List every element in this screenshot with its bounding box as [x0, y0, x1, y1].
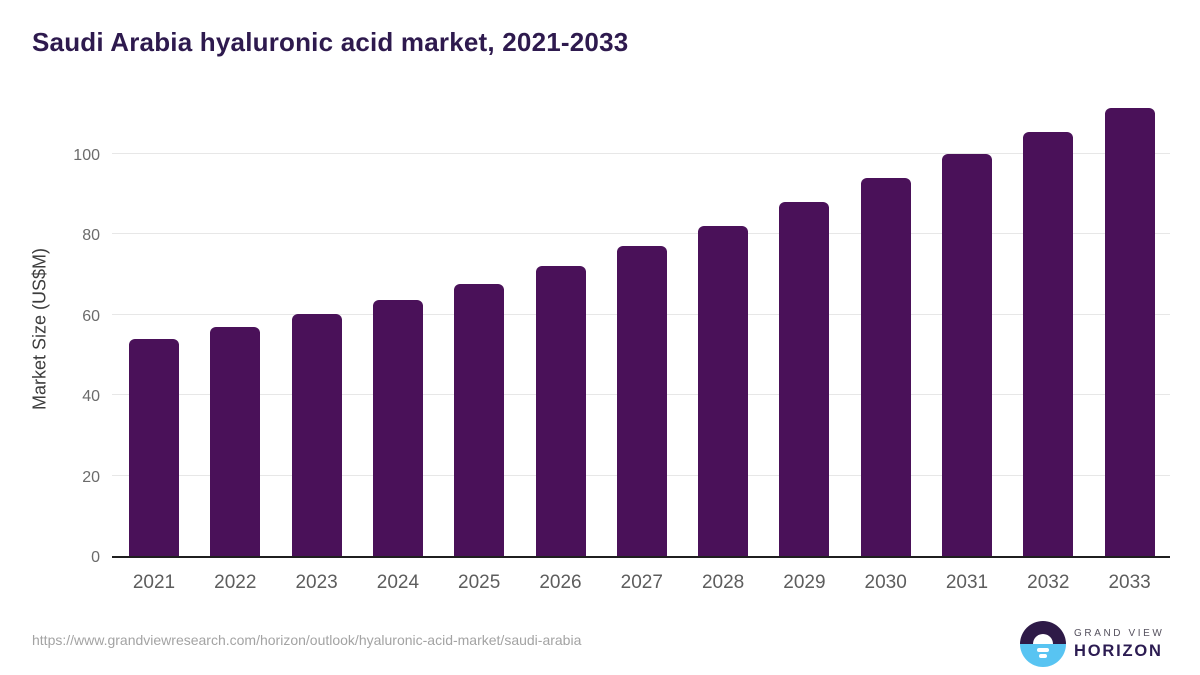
x-tick-label-2029: 2029	[783, 572, 826, 593]
logo-text-horizon: HORIZON	[1074, 641, 1163, 660]
y-tick-label-60: 60	[82, 307, 100, 325]
bar-2025	[454, 283, 505, 556]
bar-2029	[779, 202, 830, 556]
y-tick-label-40: 40	[82, 388, 100, 405]
bar-2023	[291, 313, 342, 556]
bar-2022	[210, 326, 261, 556]
bar-2033	[1104, 108, 1155, 556]
x-tick-label-2023: 2023	[295, 572, 338, 593]
bar-2026	[535, 265, 586, 556]
bar-2027	[616, 246, 667, 556]
y-tick-label-80: 80	[82, 227, 100, 244]
x-tick-label-2030: 2030	[864, 572, 907, 593]
x-tick-label-2022: 2022	[214, 572, 257, 593]
x-tick-label-2024: 2024	[376, 572, 420, 593]
x-tick-label-2032: 2032	[1027, 572, 1070, 593]
bar-2031	[942, 154, 992, 556]
y-tick-label-0: 0	[91, 549, 100, 566]
x-tick-label-2031: 2031	[945, 572, 989, 593]
bar-2032	[1023, 131, 1074, 556]
grand-view-horizon-logo-icon	[1020, 621, 1066, 667]
x-tick-label-2027: 2027	[620, 572, 663, 593]
plot-area	[112, 100, 1170, 558]
reflection-dash-icon	[1039, 654, 1047, 658]
reflection-dash-icon	[1037, 648, 1049, 652]
y-axis-ticks: 0 20 40 60 80 100	[0, 100, 100, 566]
y-tick-label-100: 100	[73, 146, 100, 164]
bar-2030	[860, 177, 911, 556]
bar-2024	[372, 299, 423, 556]
x-axis-ticks: 2021 2022 2023 2024 2025 2026 2027 2028 2029 2030…	[112, 560, 1170, 600]
bar-2028	[698, 225, 749, 556]
bar-2021	[129, 339, 179, 556]
logo-text: GRAND VIEW HORIZON	[1074, 628, 1164, 661]
gridline-80	[112, 233, 1170, 234]
x-tick-label-2033: 2033	[1108, 572, 1151, 593]
x-tick-label-2025: 2025	[458, 572, 501, 593]
x-tick-label-2028: 2028	[701, 572, 745, 593]
chart-title: Saudi Arabia hyaluronic acid market, 202…	[32, 27, 629, 57]
x-tick-label-2026: 2026	[539, 572, 582, 593]
x-tick-label-2021: 2021	[132, 572, 176, 593]
sunrise-icon	[1033, 634, 1053, 644]
gridline-100	[112, 152, 1170, 154]
source-url: https://www.grandviewresearch.com/horizo…	[32, 632, 582, 648]
logo-text-grand-view: GRAND VIEW	[1074, 627, 1165, 639]
y-tick-label-20: 20	[82, 468, 100, 486]
brand-logo: GRAND VIEW HORIZON	[1020, 621, 1164, 667]
